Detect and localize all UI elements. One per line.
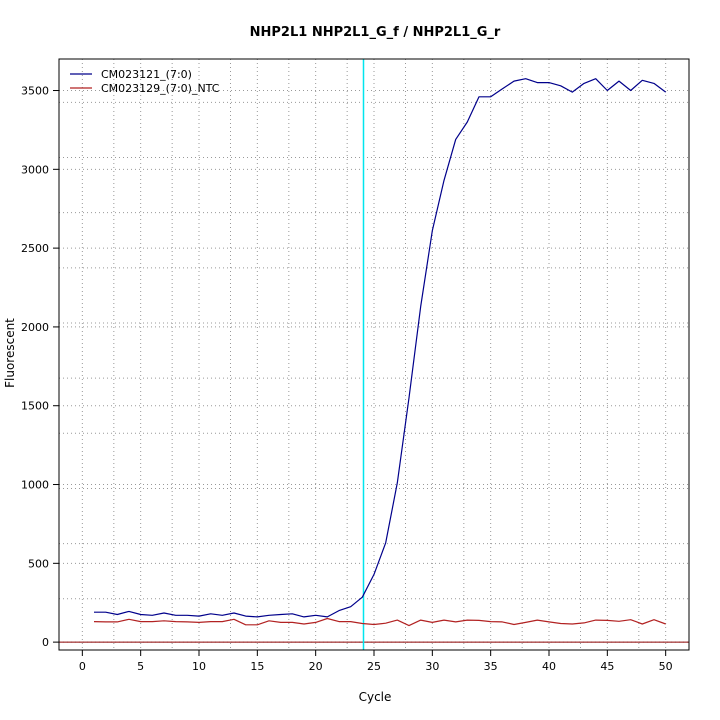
legend-label: CM023129_(7:0)_NTC (101, 82, 220, 95)
y-tick-label: 0 (42, 636, 49, 649)
series-line (94, 78, 667, 618)
x-tick-label: 25 (367, 660, 381, 673)
x-axis-label: Cycle (359, 690, 392, 704)
y-tick-label: 1500 (21, 400, 49, 413)
x-tick-label: 10 (192, 660, 206, 673)
grid-lines (59, 59, 689, 650)
y-tick-label: 3500 (21, 85, 49, 98)
series-line (93, 617, 666, 627)
x-tick-label: 50 (659, 660, 673, 673)
y-tick-label: 1000 (21, 479, 49, 492)
x-tick-label: 20 (309, 660, 323, 673)
y-tick-label: 500 (28, 557, 49, 570)
x-tick-label: 40 (542, 660, 556, 673)
y-axis-label: Fluorescent (3, 318, 17, 388)
x-tick-label: 5 (137, 660, 144, 673)
x-tick-label: 30 (425, 660, 439, 673)
x-tick-label: 35 (484, 660, 498, 673)
legend-label: CM023121_(7:0) (101, 68, 192, 81)
y-tick-label: 3000 (21, 163, 49, 176)
x-axis: 0 5 10 15 20 25 30 35 40 45 50 (79, 650, 673, 673)
chart-title: NHP2L1 NHP2L1_G_f / NHP2L1_G_r (250, 25, 501, 40)
legend: CM023121_(7:0)CM023129_(7:0)_NTC (70, 68, 220, 95)
data-layer (59, 59, 689, 650)
x-tick-label: 15 (250, 660, 264, 673)
x-tick-label: 0 (79, 660, 86, 673)
y-tick-label: 2500 (21, 242, 49, 255)
y-axis: 0 500 1000 1500 2000 2500 3000 3500 (21, 85, 59, 649)
y-tick-label: 2000 (21, 321, 49, 334)
x-tick-label: 45 (600, 660, 614, 673)
